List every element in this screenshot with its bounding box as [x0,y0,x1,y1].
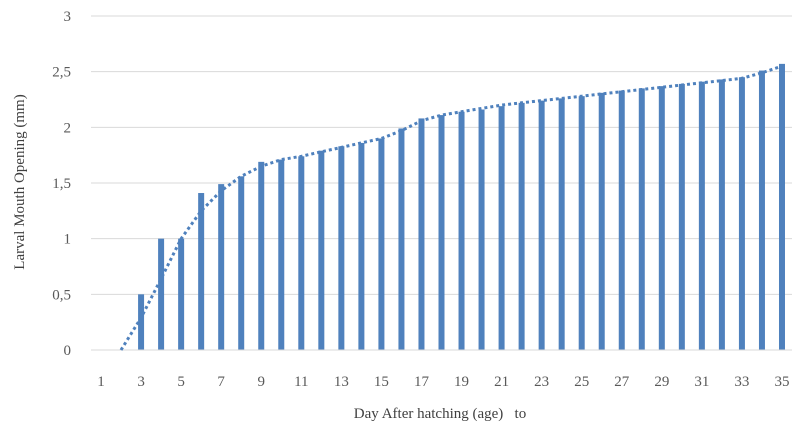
y-tick-label: 1 [64,232,72,248]
bar [418,118,425,350]
y-tick-label: 3 [64,9,72,25]
y-axis-title: Larval Mouth Opening (mm) [12,94,28,269]
x-tick-label: 17 [414,374,430,390]
y-tick-label: 1,5 [52,176,71,192]
bar [518,102,525,350]
trendline [119,64,783,351]
x-tick-label: 29 [654,374,669,390]
x-tick-label: 7 [217,374,225,390]
bar [618,90,625,351]
bar [678,83,685,350]
bar [218,184,225,350]
x-tick-label: 13 [334,374,349,390]
bar [258,161,265,350]
bar [238,176,245,350]
bar [558,98,565,351]
bar [138,294,145,350]
bar [398,128,405,350]
y-tick-label: 0,5 [52,287,71,303]
bar [338,146,345,350]
x-tick-label: 35 [774,374,789,390]
bar [178,238,185,350]
x-tick-label: 9 [257,374,265,390]
bar [738,77,745,350]
bar [498,106,505,351]
bar [598,92,605,350]
x-tick-label: 3 [137,374,145,390]
y-tick-label: 2 [64,120,72,136]
x-tick-label: 31 [694,374,709,390]
bar [378,138,385,350]
x-tick-label: 5 [177,374,185,390]
bar [358,142,365,350]
bar [538,100,545,350]
bar [778,63,785,351]
bar [318,150,325,350]
x-tick-label: 27 [614,374,630,390]
bar [458,111,465,350]
bar [158,238,165,350]
x-tick-label: 19 [454,374,469,390]
bar [278,159,285,350]
x-tick-label: 15 [374,374,389,390]
y-tick-label: 2,5 [52,65,71,81]
x-tick-labels: 1 3 5 7 9 11 13 15 17 19 21 23 25 27 29 31 33 35 [97,374,789,390]
bar [198,193,205,350]
bar [718,79,725,351]
x-tick-label: 21 [494,374,509,390]
bar [658,86,665,350]
bar [698,81,705,350]
bar [438,115,445,350]
x-tick-label: 1 [97,374,105,390]
x-tick-label: 23 [534,374,549,390]
y-tick-label: 0 [64,343,72,359]
x-tick-label: 25 [574,374,589,390]
bar [578,96,585,350]
bar [478,109,485,351]
x-tick-label: 33 [734,374,749,390]
bar [638,88,645,350]
x-axis-title: Day After hatching (age) to [354,406,526,422]
bars [138,63,785,351]
y-tick-labels: 0 0,5 1 1,5 2 2,5 3 [52,9,71,359]
x-tick-label: 11 [294,374,308,390]
bar [298,156,305,350]
bar [758,70,765,350]
